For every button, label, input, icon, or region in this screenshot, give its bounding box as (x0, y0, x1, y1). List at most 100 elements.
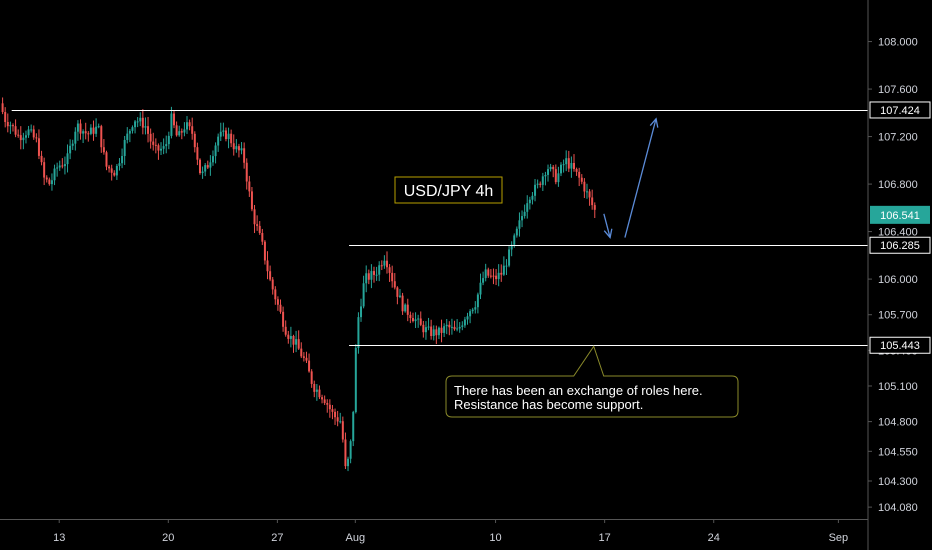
candle-body (354, 347, 357, 413)
candle-body (419, 318, 422, 325)
chart-title-box[interactable]: USD/JPY 4h (394, 176, 503, 204)
candle-body (469, 311, 472, 317)
candle-body (141, 117, 144, 128)
candle-body (466, 316, 469, 320)
candle-body (289, 335, 292, 339)
title-box-border (394, 176, 503, 204)
candle-body (237, 146, 240, 151)
candle-body (186, 122, 189, 130)
candle-body (263, 241, 266, 261)
candle-body (437, 327, 440, 336)
candle-body (331, 409, 334, 412)
time-tick-label: 20 (162, 532, 174, 544)
candle-body (411, 318, 414, 322)
candle-body (71, 143, 74, 146)
candle-body (266, 260, 269, 272)
candle-body (206, 165, 209, 168)
level-price-tag-label: 106.285 (880, 240, 920, 252)
candle-body (211, 156, 214, 163)
candle-body (121, 156, 124, 164)
candle-body (536, 183, 539, 185)
candle-body (100, 126, 103, 148)
candle-body (37, 138, 40, 156)
candle-body (198, 159, 201, 174)
candle-body (593, 205, 596, 210)
candle-body (406, 304, 409, 315)
candle-body (84, 131, 87, 134)
candle-body (214, 145, 217, 157)
level-price-tag (869, 336, 931, 354)
time-tick-label: 24 (708, 532, 720, 544)
candle-body (89, 127, 92, 134)
candle-body (580, 177, 583, 182)
level-price-tag-label: 105.443 (880, 340, 920, 352)
candle-body (557, 173, 560, 183)
candle-body (74, 131, 77, 144)
candle-body (435, 329, 438, 336)
candle-body (570, 162, 573, 169)
candle-body (14, 126, 17, 135)
candle-body (292, 335, 295, 345)
candle-body (432, 329, 435, 337)
level-price-tag (869, 101, 931, 119)
candle-body (300, 348, 303, 357)
candle-body (463, 319, 466, 326)
candle-body (196, 147, 199, 160)
price-tick-label: 106.000 (878, 274, 918, 286)
candle-body (572, 162, 575, 169)
candle-body (105, 152, 108, 167)
time-tick-label: Sep (829, 532, 849, 544)
candle-body (110, 168, 113, 173)
time-tick-label: 10 (489, 532, 501, 544)
candle-body (144, 126, 147, 128)
candle-body (40, 155, 43, 163)
candle-body (115, 165, 118, 176)
time-axis[interactable]: 13 20 27 Aug 10 17 24 Sep (53, 519, 848, 544)
candle-body (201, 171, 204, 174)
candle-body (544, 174, 547, 177)
annotation-callout[interactable]: There has been an exchange of roles here… (445, 345, 739, 418)
candle-body (328, 404, 331, 410)
candle-body (180, 131, 183, 133)
candle-body (113, 172, 116, 176)
candle-body (401, 295, 404, 312)
candle-body (505, 265, 508, 267)
candle-body (344, 439, 347, 467)
level-price-tag (869, 236, 931, 254)
candle-body (240, 148, 243, 151)
candle-body (35, 137, 38, 139)
pullback-arrow-shaft (603, 213, 611, 238)
candle-body (256, 224, 259, 226)
candle-body (30, 129, 33, 131)
candle-body (393, 281, 396, 288)
candle-body (24, 135, 27, 138)
time-tick-label: Aug (346, 532, 366, 544)
drawing-arrows[interactable] (603, 117, 659, 239)
candle-body (79, 123, 82, 134)
candle-body (279, 304, 282, 312)
candle-body (154, 144, 157, 146)
price-tick-label: 108.000 (878, 37, 918, 49)
candle-body (489, 275, 492, 277)
chart-title: USD/JPY 4h (404, 183, 494, 200)
candle-body (583, 181, 586, 192)
candle-body (284, 326, 287, 335)
candle-body (261, 232, 264, 242)
candle-body (391, 272, 394, 282)
candle-body (526, 203, 529, 212)
candle-body (97, 126, 100, 128)
candle-body (380, 265, 383, 267)
candle-body (453, 326, 456, 330)
candle-body (534, 184, 537, 196)
price-tick-label: 106.800 (878, 179, 918, 191)
candle-body (175, 125, 178, 136)
candle-body (128, 130, 131, 134)
candle-body (417, 318, 420, 320)
candle-body (235, 146, 238, 150)
candle-body (222, 130, 225, 132)
candle-body (409, 314, 412, 319)
price-tick-label: 107.600 (878, 84, 918, 96)
level-lines[interactable] (11, 110, 868, 346)
candle-body (188, 122, 191, 127)
